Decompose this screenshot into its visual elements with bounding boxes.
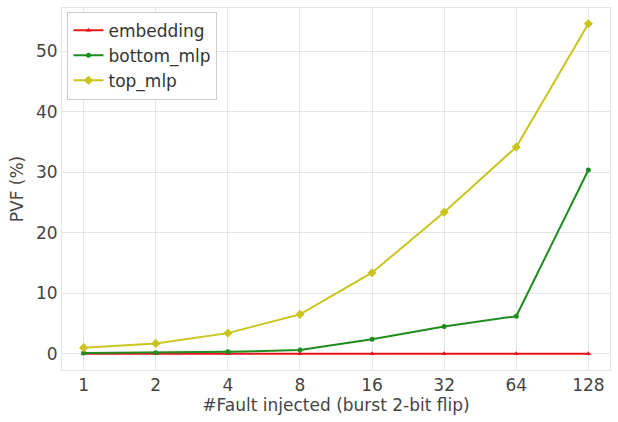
svg-text:50: 50 [36,41,58,61]
svg-text:8: 8 [295,375,306,395]
svg-text:1: 1 [78,375,89,395]
svg-text:20: 20 [36,223,58,243]
svg-text:40: 40 [36,102,58,122]
svg-text:#Fault injected (burst 2-bit f: #Fault injected (burst 2-bit flip) [202,395,469,415]
svg-text:2: 2 [150,375,161,395]
svg-text:PVF (%): PVF (%) [7,156,27,222]
svg-text:30: 30 [36,162,58,182]
svg-text:128: 128 [572,375,604,395]
svg-text:0: 0 [47,344,58,364]
svg-text:4: 4 [222,375,233,395]
svg-text:10: 10 [36,283,58,303]
svg-text:embedding: embedding [108,21,204,41]
svg-text:bottom_mlp: bottom_mlp [108,46,210,67]
svg-text:32: 32 [433,375,455,395]
svg-text:top_mlp: top_mlp [108,71,176,92]
svg-text:16: 16 [361,375,383,395]
svg-text:64: 64 [505,375,527,395]
